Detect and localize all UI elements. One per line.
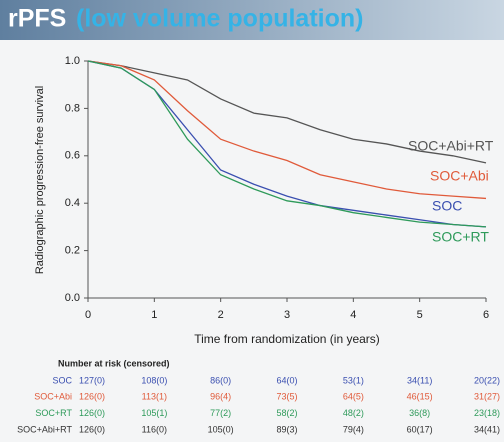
risk-value: 126(0)	[79, 408, 105, 418]
y-tick-label: 0.4	[65, 197, 80, 209]
legend-label: SOC+Abi	[430, 168, 489, 184]
risk-row-label: SOC+Abi	[34, 392, 72, 402]
x-tick-label: 0	[85, 309, 91, 321]
risk-value: 116(0)	[142, 424, 167, 434]
survival-curve	[87, 60, 487, 200]
risk-value: 46(15)	[407, 392, 433, 402]
x-tick-label: 6	[483, 309, 489, 321]
y-tick-label: 0.8	[65, 102, 80, 114]
chart-title: rPFS	[8, 5, 66, 33]
risk-row-label: SOC	[52, 375, 72, 385]
x-tick-label: 5	[417, 309, 423, 321]
risk-value: 36(8)	[409, 408, 430, 418]
risk-value: 34(11)	[407, 375, 432, 385]
risk-value: 96(4)	[210, 392, 231, 402]
slide-body	[0, 40, 504, 442]
survival-curve	[87, 60, 487, 164]
risk-value: 48(2)	[343, 408, 364, 418]
risk-value: 64(0)	[276, 375, 297, 385]
risk-value: 105(1)	[141, 408, 167, 418]
risk-value: 113(1)	[142, 392, 167, 402]
risk-value: 105(0)	[208, 424, 234, 434]
x-tick-label: 1	[151, 309, 157, 321]
risk-table-title: Number at risk (censored)	[58, 358, 170, 368]
x-axis-label: Time from randomization (in years)	[194, 332, 380, 346]
risk-value: 127(0)	[79, 375, 105, 385]
header-band	[0, 0, 504, 40]
risk-value: 73(5)	[276, 392, 297, 402]
y-tick-label: 1.0	[65, 55, 80, 67]
risk-value: 20(22)	[474, 375, 500, 385]
risk-value: 108(0)	[141, 375, 167, 385]
risk-row-label: SOC+Abi+RT	[17, 424, 72, 434]
x-tick-label: 2	[218, 309, 224, 321]
y-tick-label: 0.6	[65, 150, 80, 162]
risk-value: 34(41)	[474, 424, 500, 434]
risk-value: 77(2)	[210, 408, 231, 418]
risk-value: 89(3)	[276, 424, 297, 434]
risk-row-label: SOC+RT	[35, 408, 72, 418]
legend-label: SOC+Abi+RT	[408, 138, 494, 154]
risk-value: 79(4)	[343, 424, 364, 434]
risk-value: 64(5)	[343, 392, 364, 402]
risk-value: 86(0)	[210, 375, 231, 385]
x-tick-label: 3	[284, 309, 290, 321]
legend-label: SOC	[432, 198, 462, 214]
risk-value: 60(17)	[407, 424, 433, 434]
legend-label: SOC+RT	[432, 229, 489, 245]
y-tick-label: 0.2	[65, 245, 80, 257]
risk-value: 126(0)	[79, 424, 105, 434]
risk-value: 31(27)	[474, 392, 500, 402]
survival-curve	[87, 60, 487, 228]
risk-value: 58(2)	[276, 408, 297, 418]
risk-value: 53(1)	[343, 375, 364, 385]
x-tick-label: 4	[350, 309, 356, 321]
y-tick-label: 0.0	[65, 292, 80, 304]
risk-value: 126(0)	[79, 392, 105, 402]
chart-subtitle: (low volume population)	[76, 5, 363, 33]
y-axis-label: Radiographic progression-free survival	[34, 86, 46, 274]
risk-value: 23(18)	[474, 408, 500, 418]
